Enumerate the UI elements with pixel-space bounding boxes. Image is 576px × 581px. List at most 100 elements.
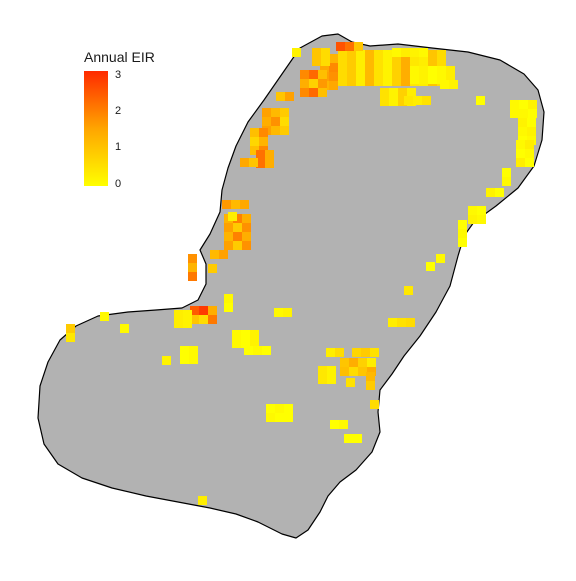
eir-cell xyxy=(266,404,275,413)
eir-cell xyxy=(392,77,401,86)
eir-cell xyxy=(190,306,199,315)
eir-cell xyxy=(271,108,280,117)
eir-cell xyxy=(389,97,398,106)
eir-cell xyxy=(397,318,406,327)
eir-cell xyxy=(349,367,358,376)
eir-cell xyxy=(404,96,413,105)
eir-cell xyxy=(274,308,283,317)
eir-cell xyxy=(356,59,365,68)
eir-cell xyxy=(527,127,536,136)
eir-cell xyxy=(446,66,455,75)
eir-cell xyxy=(199,315,208,324)
eir-cell xyxy=(292,48,301,57)
eir-cell xyxy=(392,59,401,68)
eir-cell xyxy=(233,223,242,232)
eir-cell xyxy=(437,59,446,68)
eir-cell xyxy=(309,88,318,97)
eir-cell xyxy=(318,88,327,97)
eir-cell xyxy=(329,72,338,81)
eir-cell xyxy=(338,77,347,86)
eir-cell xyxy=(528,100,537,109)
eir-cell xyxy=(183,319,192,328)
eir-cell xyxy=(262,346,271,355)
legend-title: Annual EIR xyxy=(84,49,155,65)
eir-cell xyxy=(250,330,259,339)
eir-cell xyxy=(320,63,329,72)
eir-cell xyxy=(198,496,207,505)
eir-cell xyxy=(516,158,525,167)
eir-cell xyxy=(280,108,289,117)
eir-cell xyxy=(280,117,289,126)
eir-cell xyxy=(458,238,467,247)
eir-cell xyxy=(208,306,217,315)
eir-cell xyxy=(242,241,251,250)
eir-cell xyxy=(284,413,293,422)
eir-cell xyxy=(367,358,376,367)
eir-cell xyxy=(347,68,356,77)
eir-cell xyxy=(365,59,374,68)
eir-cell xyxy=(300,70,309,79)
eir-cell xyxy=(516,140,525,149)
eir-cell xyxy=(335,348,344,357)
eir-cell xyxy=(329,54,338,63)
eir-cell xyxy=(358,358,367,367)
eir-cell xyxy=(275,404,284,413)
eir-cell xyxy=(321,57,330,66)
eir-cell xyxy=(233,241,242,250)
eir-cell xyxy=(250,339,259,348)
eir-cell xyxy=(346,378,355,387)
eir-cell xyxy=(262,117,271,126)
eir-cell xyxy=(232,339,241,348)
eir-cell xyxy=(309,79,318,88)
eir-cell xyxy=(265,159,274,168)
eir-cell xyxy=(365,77,374,86)
eir-cell xyxy=(410,48,419,57)
eir-cell xyxy=(120,324,129,333)
eir-cell xyxy=(329,63,338,72)
eir-cell xyxy=(66,333,75,342)
eir-cell xyxy=(347,77,356,86)
eir-cell xyxy=(349,358,358,367)
eir-cell xyxy=(401,59,410,68)
eir-cell xyxy=(241,330,250,339)
eir-cell xyxy=(224,232,233,241)
eir-cell xyxy=(449,80,458,89)
eir-cell xyxy=(525,149,534,158)
eir-cell xyxy=(518,127,527,136)
eir-cell xyxy=(250,146,259,155)
eir-cell xyxy=(321,48,330,57)
eir-cell xyxy=(468,206,477,215)
eir-cell xyxy=(419,75,428,84)
eir-cell xyxy=(250,128,259,137)
eir-cell xyxy=(233,214,242,223)
eir-cell xyxy=(190,315,199,324)
eir-cell xyxy=(275,413,284,422)
eir-cell xyxy=(249,158,258,167)
eir-cell xyxy=(486,188,495,197)
eir-cell xyxy=(312,48,321,57)
eir-cell xyxy=(240,158,249,167)
eir-cell xyxy=(188,263,197,272)
eir-cell xyxy=(232,330,241,339)
legend-tick-1: 1 xyxy=(115,141,122,153)
eir-cell xyxy=(250,137,259,146)
eir-cell xyxy=(458,229,467,238)
eir-cell xyxy=(189,355,198,364)
eir-cell xyxy=(356,50,365,59)
eir-cells xyxy=(66,42,537,505)
eir-cell xyxy=(426,262,435,271)
eir-cell xyxy=(413,96,422,105)
eir-cell xyxy=(383,59,392,68)
eir-cell xyxy=(419,48,428,57)
eir-cell xyxy=(174,319,183,328)
eir-cell xyxy=(253,346,262,355)
eir-cell xyxy=(366,372,375,381)
eir-cell xyxy=(174,310,183,319)
eir-cell xyxy=(256,159,265,168)
eir-cell xyxy=(347,50,356,59)
eir-cell xyxy=(518,118,527,127)
eir-cell xyxy=(410,59,419,68)
eir-cell xyxy=(528,109,537,118)
eir-cell xyxy=(525,158,534,167)
